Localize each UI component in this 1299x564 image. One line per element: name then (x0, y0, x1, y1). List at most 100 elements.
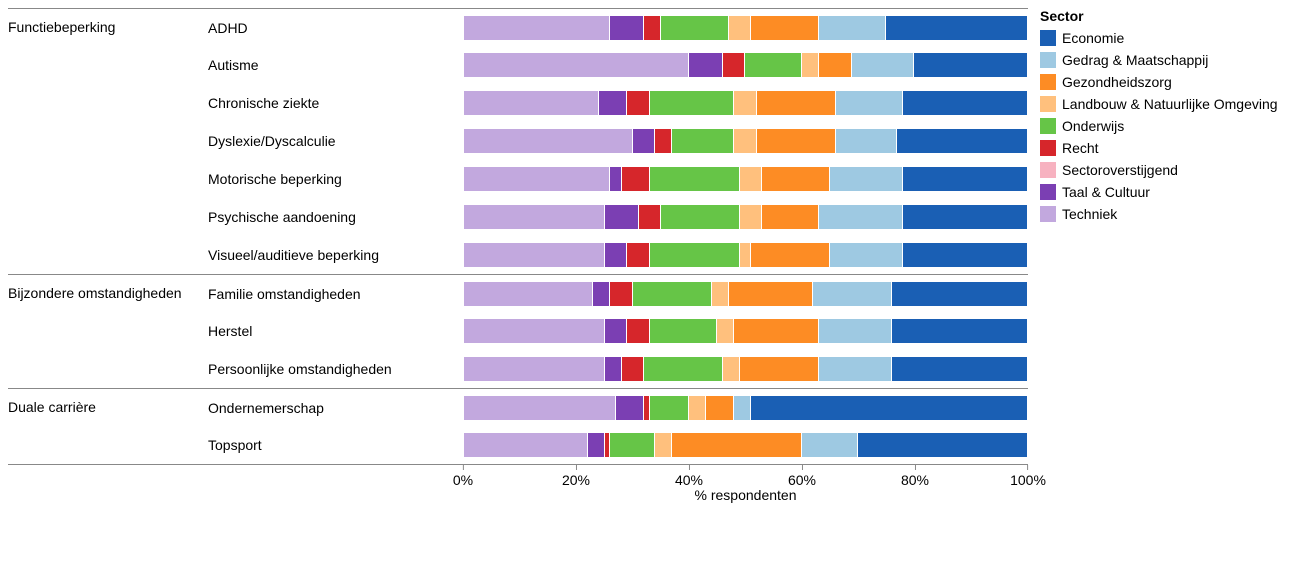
bar-segment-gedrag (819, 357, 892, 381)
bar-segment-onderwijs (661, 16, 729, 40)
stacked-bar (463, 356, 1028, 382)
legend-item-label: Economie (1062, 30, 1124, 46)
category-label-cell: Topsport (208, 437, 463, 453)
bar-segment-economie (914, 53, 1027, 77)
bar-segment-gedrag (813, 282, 892, 306)
group-label-cell: Functiebeperking (8, 19, 208, 36)
stacked-bar (463, 281, 1028, 307)
chart-row: Visueel/auditieve beperking (8, 236, 1028, 274)
x-tick-label: 80% (901, 472, 929, 488)
bar-segment-techniek (464, 16, 610, 40)
bar-segment-landbouw (729, 16, 752, 40)
x-tick-label: 0% (453, 472, 473, 488)
chart-rows: Functiebeperking ADHD Autisme Chronische zi… (8, 8, 1028, 464)
legend-item: Taal & Cultuur (1040, 182, 1288, 202)
stacked-bar (463, 318, 1028, 344)
category-label: Motorische beperking (208, 171, 342, 187)
chart-row: Duale carrière Ondernemerschap (8, 388, 1028, 426)
group-label: Bijzondere omstandigheden (8, 285, 182, 302)
category-label: Familie omstandigheden (208, 286, 361, 302)
legend-item-label: Gedrag & Maatschappij (1062, 52, 1208, 68)
bar-segment-economie (903, 167, 1027, 191)
bar-cell (463, 90, 1028, 116)
bar-segment-gezondheid (762, 167, 830, 191)
legend-title: Sector (1040, 8, 1288, 24)
legend-swatch (1040, 140, 1056, 156)
bar-segment-techniek (464, 167, 610, 191)
legend-item: Economie (1040, 28, 1288, 48)
legend: Sector EconomieGedrag & MaatschappijGezo… (1028, 8, 1288, 226)
bar-segment-economie (751, 396, 1027, 420)
chart-row: Motorische beperking (8, 160, 1028, 198)
category-label: Chronische ziekte (208, 95, 319, 111)
bar-segment-landbouw (740, 167, 763, 191)
category-label: Topsport (208, 437, 262, 453)
stacked-bar (463, 128, 1028, 154)
bar-segment-landbouw (655, 433, 672, 457)
chart-row: Psychische aandoening (8, 198, 1028, 236)
bar-segment-gezondheid (672, 433, 801, 457)
bar-segment-taal (689, 53, 723, 77)
bar-segment-taal (593, 282, 610, 306)
bar-cell (463, 281, 1028, 307)
legend-swatch (1040, 184, 1056, 200)
category-label-cell: Autisme (208, 57, 463, 73)
bar-segment-economie (903, 243, 1027, 267)
stacked-bar (463, 204, 1028, 230)
bar-segment-onderwijs (672, 129, 734, 153)
bar-segment-recht (723, 53, 746, 77)
bar-segment-recht (622, 167, 650, 191)
bar-segment-onderwijs (650, 319, 718, 343)
bar-segment-landbouw (712, 282, 729, 306)
group-label: Functiebeperking (8, 19, 115, 36)
category-label-cell: ADHD (208, 20, 463, 36)
bar-cell (463, 432, 1028, 458)
chart-row: Dyslexie/Dyscalculie (8, 122, 1028, 160)
x-tick: 20% (562, 465, 590, 488)
bar-segment-recht (610, 282, 633, 306)
legend-swatch (1040, 118, 1056, 134)
bar-segment-recht (627, 243, 650, 267)
bar-segment-taal (610, 167, 621, 191)
bar-segment-landbouw (723, 357, 740, 381)
chart-main: Functiebeperking ADHD Autisme Chronische zi… (8, 8, 1028, 514)
bar-segment-recht (639, 205, 662, 229)
category-label-cell: Herstel (208, 323, 463, 339)
x-tick-label: 60% (788, 472, 816, 488)
bar-cell (463, 52, 1028, 78)
bar-segment-techniek (464, 91, 599, 115)
bar-segment-onderwijs (650, 243, 740, 267)
bar-segment-landbouw (740, 243, 751, 267)
stacked-bar (463, 432, 1028, 458)
bar-cell (463, 395, 1028, 421)
legend-item-label: Taal & Cultuur (1062, 184, 1150, 200)
category-label-cell: Familie omstandigheden (208, 286, 463, 302)
group-label-cell: Bijzondere omstandigheden (8, 285, 208, 302)
x-tick-line (462, 465, 463, 470)
bar-segment-landbouw (740, 205, 763, 229)
x-tick-line (802, 465, 803, 470)
bar-segment-onderwijs (661, 205, 740, 229)
bar-segment-onderwijs (644, 357, 723, 381)
bar-segment-techniek (464, 319, 605, 343)
chart-row: Bijzondere omstandigheden Familie omstand… (8, 274, 1028, 312)
category-label: Psychische aandoening (208, 209, 356, 225)
bar-segment-recht (655, 129, 672, 153)
x-tick-label: 100% (1010, 472, 1046, 488)
bar-segment-techniek (464, 205, 605, 229)
bar-segment-techniek (464, 129, 633, 153)
x-axis-title: % respondenten (463, 487, 1028, 503)
x-tick-label: 40% (675, 472, 703, 488)
category-label: Dyslexie/Dyscalculie (208, 133, 336, 149)
bar-segment-gezondheid (734, 319, 818, 343)
bar-segment-gezondheid (740, 357, 819, 381)
category-label: Persoonlijke omstandigheden (208, 361, 392, 377)
legend-item-label: Sectoroverstijgend (1062, 162, 1178, 178)
bar-segment-taal (610, 16, 644, 40)
bar-segment-gedrag (802, 433, 858, 457)
legend-item: Sectoroverstijgend (1040, 160, 1288, 180)
category-label: Ondernemerschap (208, 400, 324, 416)
group-label: Duale carrière (8, 399, 96, 416)
bar-segment-economie (892, 357, 1027, 381)
bar-segment-economie (903, 205, 1027, 229)
